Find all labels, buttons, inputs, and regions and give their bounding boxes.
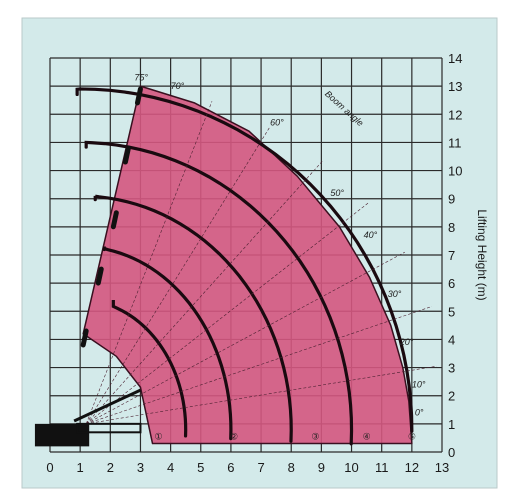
x-tick-label: 11: [375, 460, 389, 475]
angle-label: 0°: [415, 407, 424, 417]
x-tick-label: 13: [435, 460, 449, 475]
angle-label: 40°: [364, 230, 378, 240]
angle-line: [86, 306, 432, 425]
boom-arc: [75, 87, 414, 433]
angle-line: [85, 160, 323, 425]
x-tick-label: 0: [46, 460, 53, 475]
y-tick-label: 3: [448, 361, 455, 376]
y-tick-label: 6: [448, 276, 455, 291]
boom-arc: [102, 246, 233, 441]
x-tick-label: 8: [288, 460, 295, 475]
crane-base: [34, 423, 90, 447]
boom-arc: [84, 140, 354, 446]
y-tick-label: 10: [448, 164, 462, 179]
radius-marker-label: ②: [230, 431, 238, 441]
radius-marker-label: ⑤: [408, 431, 416, 441]
angle-label: 30°: [388, 289, 402, 299]
x-tick-label: 9: [318, 460, 325, 475]
angle-line: [85, 126, 271, 425]
boom-tip-marker: [80, 328, 89, 348]
boom-arcs: [75, 87, 414, 446]
boom-tip-marker: [95, 266, 104, 286]
x-tick-label: 4: [167, 460, 174, 475]
angle-label: 50°: [330, 188, 344, 198]
x-tick-label: 12: [405, 460, 419, 475]
boom-arc: [93, 194, 293, 443]
angle-label: 70°: [171, 81, 185, 91]
y-axis-label: Lifting Height (m): [475, 209, 489, 300]
y-tick-label: 13: [448, 79, 462, 94]
x-tick-label: 6: [227, 460, 234, 475]
x-tick-label: 5: [197, 460, 204, 475]
crane-boom-root: [73, 388, 142, 423]
y-tick-label: 5: [448, 304, 455, 319]
y-tick-label: 7: [448, 248, 455, 263]
radius-marker-label: ①: [155, 431, 163, 441]
x-tick-label: 10: [344, 460, 358, 475]
x-tick-label: 3: [137, 460, 144, 475]
x-tick-label: 7: [257, 460, 264, 475]
y-tick-label: 2: [448, 389, 455, 404]
angle-line: [86, 251, 405, 425]
x-tick-labels: 0 1 2 3 4 5 6 7 8 9 10 11 12 13: [46, 460, 449, 475]
radius-marker-label: ④: [363, 431, 371, 441]
boom-tip-marker: [122, 145, 131, 165]
y-tick-label: 14: [448, 51, 462, 66]
angle-label: 75°: [134, 73, 148, 83]
x-tick-label: 1: [77, 460, 84, 475]
x-tick-label: 2: [107, 460, 114, 475]
angle-line: [85, 101, 213, 424]
y-tick-label: 9: [448, 192, 455, 207]
radius-marker-label: ③: [311, 431, 319, 441]
y-tick-label: 11: [448, 135, 462, 150]
y-tick-label: 4: [448, 332, 455, 347]
angle-label: 10°: [412, 379, 426, 389]
crane-outrigger: [76, 422, 142, 434]
angle-line: [86, 365, 437, 425]
boom-arc: [111, 300, 188, 438]
angle-label: 60°: [270, 118, 284, 128]
y-tick-label: 8: [448, 220, 455, 235]
boom-tip-marker: [110, 210, 119, 230]
y-tick-label: 0: [448, 445, 455, 460]
angle-label: 20°: [399, 337, 414, 347]
y-tick-label: 1: [448, 417, 455, 432]
y-tick-label: 12: [448, 107, 462, 122]
boom-tip-marker: [134, 86, 143, 106]
